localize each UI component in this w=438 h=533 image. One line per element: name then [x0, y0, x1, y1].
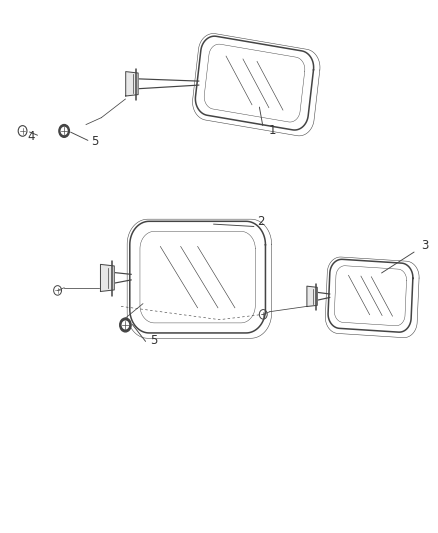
Text: 1: 1 — [268, 124, 275, 138]
Polygon shape — [100, 264, 114, 292]
Circle shape — [120, 318, 131, 332]
Circle shape — [59, 125, 69, 138]
Polygon shape — [125, 71, 138, 96]
Text: 3: 3 — [420, 239, 428, 252]
Text: 4: 4 — [28, 130, 35, 143]
Circle shape — [61, 127, 67, 134]
Polygon shape — [306, 286, 317, 306]
Text: 2: 2 — [257, 215, 264, 228]
Circle shape — [122, 321, 128, 329]
Text: 5: 5 — [91, 135, 98, 148]
Text: 5: 5 — [150, 334, 157, 348]
